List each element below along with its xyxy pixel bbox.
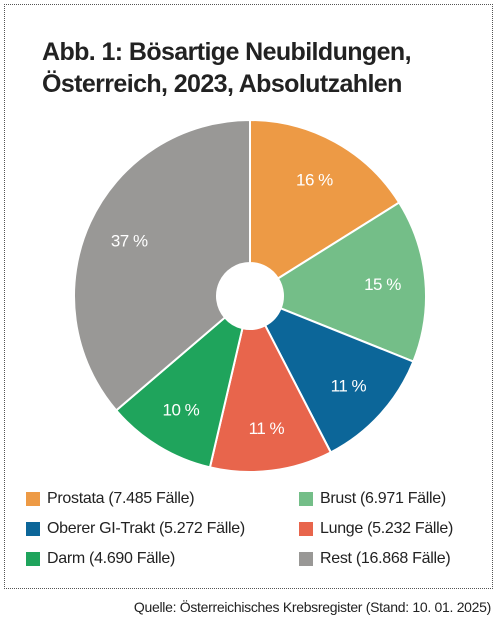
legend-item-rest: Rest (16.868 Fälle) xyxy=(299,550,451,568)
title-line-1: Abb. 1: Bösartige Neubildungen, xyxy=(42,38,412,66)
legend-swatch xyxy=(299,552,313,566)
pie-slice-oberer-gi-trakt xyxy=(263,306,415,454)
slice-label-prostata: 16 % xyxy=(296,171,333,190)
title-line-2: Österreich, 2023, Absolutzahlen xyxy=(42,70,402,98)
legend-label: Lunge (5.232 Fälle) xyxy=(320,520,454,537)
legend-swatch xyxy=(299,492,313,506)
legend-swatch xyxy=(26,552,40,566)
slice-label-rest: 37 % xyxy=(111,231,148,250)
source-note: Quelle: Österreichisches Krebsregister (… xyxy=(133,599,491,615)
pie-slice-prostata xyxy=(249,118,401,280)
legend-label: Darm (4.690 Fälle) xyxy=(47,550,175,567)
pie-slice-darm xyxy=(114,316,244,469)
pie-slice-rest xyxy=(73,118,251,412)
legend-swatch xyxy=(26,522,40,536)
legend-item-oberer-gi-trakt: Oberer GI-Trakt (5.272 Fälle) xyxy=(26,520,245,538)
legend-item-lunge: Lunge (5.232 Fälle) xyxy=(299,520,453,538)
legend-label: Rest (16.868 Fälle) xyxy=(320,550,451,567)
legend-label: Brust (6.971 Fälle) xyxy=(320,490,446,507)
slice-label-brust: 15 % xyxy=(364,275,401,294)
pie-slice-lunge xyxy=(208,323,333,473)
legend-item-prostata: Prostata (7.485 Fälle) xyxy=(26,490,195,508)
chart-frame xyxy=(4,4,493,589)
slice-label-lunge: 11 % xyxy=(249,419,285,438)
legend-swatch xyxy=(26,492,40,506)
legend-label: Prostata (7.485 Fälle) xyxy=(47,490,195,507)
slice-label-darm: 10 % xyxy=(163,401,200,420)
legend-swatch xyxy=(299,522,313,536)
slice-label-oberer-gi-trakt: 11 % xyxy=(331,376,367,395)
legend-item-brust: Brust (6.971 Fälle) xyxy=(299,490,446,508)
chart-title: Abb. 1: Bösartige Neubildungen, Österrei… xyxy=(42,36,482,100)
legend-label: Oberer GI-Trakt (5.272 Fälle) xyxy=(47,520,245,537)
legend-item-darm: Darm (4.690 Fälle) xyxy=(26,550,175,568)
